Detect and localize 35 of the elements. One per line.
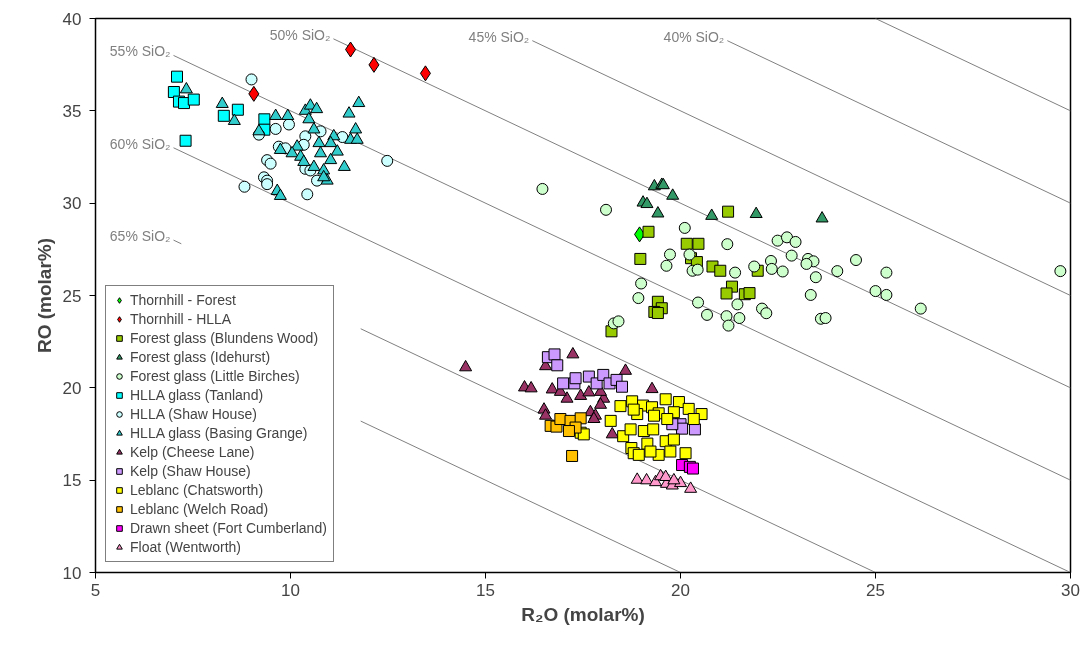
series-label: 45% SiO₂ [468, 28, 530, 45]
legend-label: HLLA glass (Basing Grange) [130, 425, 308, 441]
series-label: 65% SiO₂ [109, 228, 171, 245]
x-tick-label: 10 [281, 580, 300, 600]
legend-label: Drawn sheet (Fort Cumberland) [130, 520, 327, 536]
x-tick-label: 25 [866, 580, 885, 600]
legend-label: Kelp (Cheese Lane) [130, 444, 255, 460]
x-tick-label: 30 [1061, 580, 1080, 600]
legend-label: HLLA (Shaw House) [130, 406, 257, 422]
y-tick-label: 35 [62, 101, 82, 121]
legend-label: Thornhill - Forest [130, 292, 236, 308]
legend-label: Kelp (Shaw House) [130, 463, 251, 479]
series-label: 40% SiO₂ [663, 28, 725, 45]
legend-label: Float (Wentworth) [130, 539, 241, 555]
legend-label: Forest glass (Blundens Wood) [130, 330, 319, 346]
legend-label: Thornhill - HLLA [130, 311, 232, 327]
x-tick-label: 15 [476, 580, 495, 600]
legend-label: HLLA glass (Tanland) [130, 387, 264, 403]
legend-label: Leblanc (Welch Road) [130, 501, 269, 517]
y-tick-label: 20 [62, 378, 82, 398]
y-axis-title: RO (molar%) [33, 237, 55, 354]
x-axis-title: R₂O (molar%) [521, 603, 645, 625]
y-tick-label: 25 [62, 286, 82, 306]
legend-label: Forest glass (Idehurst) [130, 349, 271, 365]
x-tick-label: 20 [671, 580, 690, 600]
legend-label: Forest glass (Little Birches) [130, 368, 300, 384]
y-tick-label: 10 [62, 563, 82, 583]
series-label: 55% SiO₂ [109, 43, 171, 60]
legend-label: Leblanc (Chatsworth) [130, 482, 264, 498]
series-label: 60% SiO₂ [109, 135, 171, 152]
y-tick-label: 40 [62, 9, 82, 29]
y-tick-label: 30 [62, 194, 82, 214]
x-tick-label: 5 [90, 580, 101, 600]
y-tick-label: 15 [62, 471, 82, 491]
series-label: 50% SiO₂ [269, 26, 331, 43]
